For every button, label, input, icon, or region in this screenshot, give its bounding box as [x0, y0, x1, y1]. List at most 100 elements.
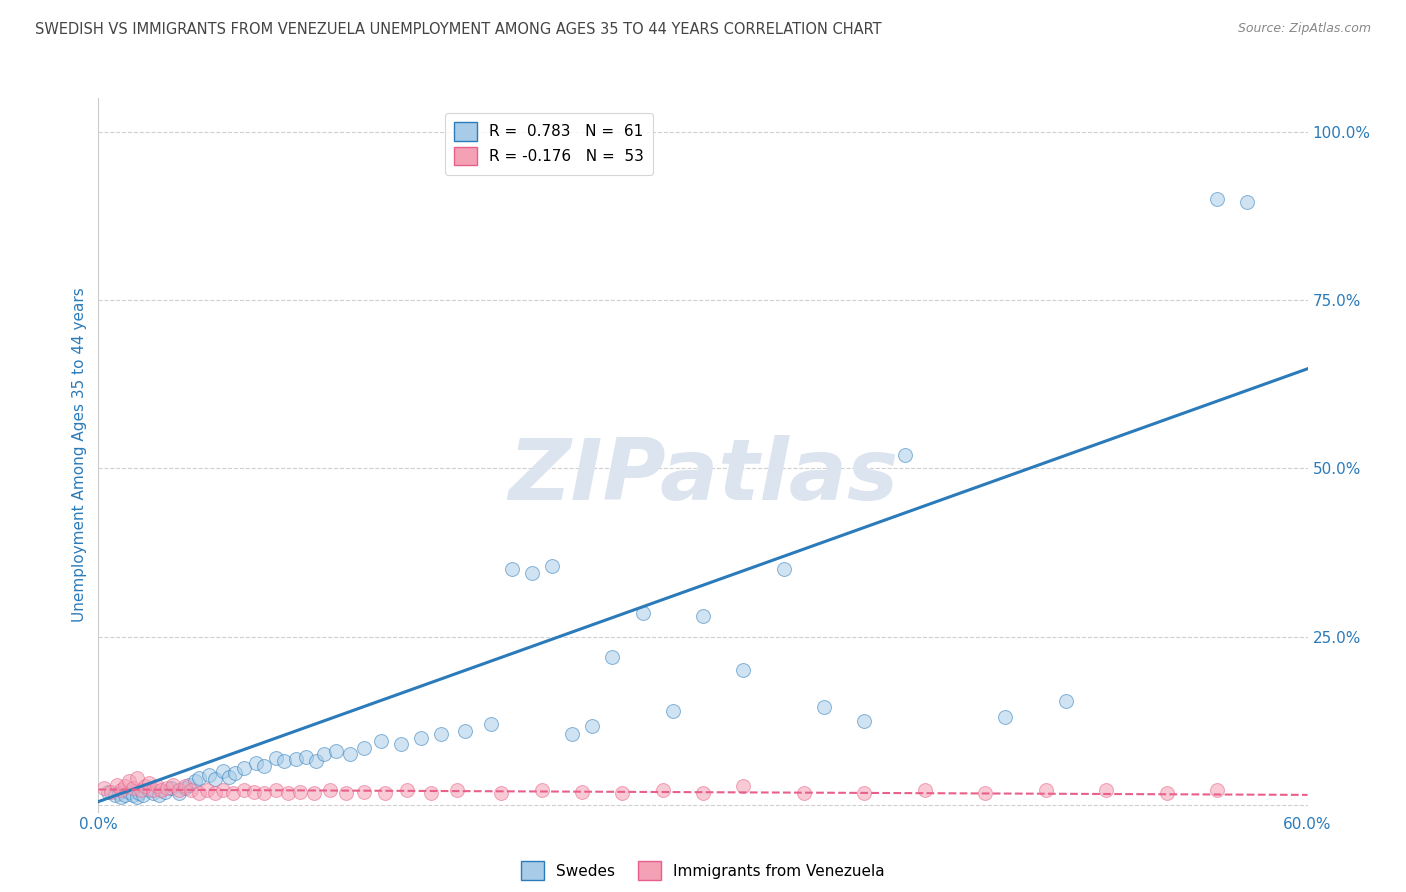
Point: [245, 756, 267, 771]
Point: [1054, 693, 1077, 707]
Point: [224, 765, 246, 780]
Point: [156, 781, 179, 796]
Point: [188, 771, 211, 785]
Point: [1156, 786, 1178, 800]
Point: [1035, 783, 1057, 797]
Point: [772, 562, 794, 576]
Point: [631, 606, 654, 620]
Point: [232, 761, 254, 775]
Point: [284, 752, 307, 766]
Point: [1236, 195, 1258, 210]
Point: [994, 710, 1017, 724]
Point: [198, 767, 221, 781]
Point: [146, 779, 169, 793]
Point: [409, 731, 432, 745]
Point: [195, 783, 218, 797]
Point: [314, 747, 336, 762]
Point: [121, 788, 143, 802]
Point: [204, 772, 226, 787]
Point: [212, 783, 235, 797]
Point: [138, 776, 160, 790]
Point: [138, 783, 160, 797]
Point: [180, 783, 202, 797]
Point: [374, 786, 396, 800]
Point: [212, 764, 235, 779]
Point: [581, 718, 603, 732]
Point: [395, 783, 418, 797]
Point: [692, 786, 714, 800]
Point: [110, 789, 132, 804]
Point: [160, 781, 183, 796]
Point: [134, 779, 156, 793]
Text: SWEDISH VS IMMIGRANTS FROM VENEZUELA UNEMPLOYMENT AMONG AGES 35 TO 44 YEARS CORR: SWEDISH VS IMMIGRANTS FROM VENEZUELA UNE…: [35, 22, 882, 37]
Point: [1206, 192, 1229, 206]
Point: [188, 786, 211, 800]
Point: [167, 786, 190, 800]
Point: [692, 609, 714, 624]
Point: [339, 747, 361, 762]
Point: [110, 783, 132, 797]
Point: [148, 788, 170, 802]
Point: [325, 744, 347, 758]
Point: [253, 759, 276, 773]
Point: [651, 783, 673, 797]
Point: [370, 734, 392, 748]
Point: [114, 788, 136, 802]
Point: [179, 778, 201, 792]
Point: [662, 704, 685, 718]
Point: [162, 778, 184, 792]
Point: [100, 784, 122, 798]
Point: [353, 784, 375, 798]
Point: [149, 783, 172, 797]
Point: [93, 781, 115, 796]
Point: [853, 786, 876, 800]
Point: [204, 786, 226, 800]
Point: [893, 448, 915, 462]
Point: [561, 727, 583, 741]
Point: [125, 789, 148, 804]
Point: [232, 783, 254, 797]
Point: [520, 566, 543, 580]
Point: [174, 781, 197, 796]
Point: [142, 786, 165, 800]
Y-axis label: Unemployment Among Ages 35 to 44 years: Unemployment Among Ages 35 to 44 years: [72, 287, 87, 623]
Point: [218, 770, 240, 784]
Point: [103, 788, 125, 802]
Point: [491, 786, 513, 800]
Point: [612, 786, 634, 800]
Point: [974, 786, 997, 800]
Point: [273, 754, 295, 768]
Point: [353, 740, 375, 755]
Point: [253, 786, 276, 800]
Point: [305, 754, 328, 768]
Point: [813, 700, 835, 714]
Text: ZIPatlas: ZIPatlas: [508, 434, 898, 518]
Point: [129, 783, 152, 797]
Point: [167, 783, 190, 797]
Point: [277, 786, 299, 800]
Text: Source: ZipAtlas.com: Source: ZipAtlas.com: [1237, 22, 1371, 36]
Point: [128, 786, 150, 800]
Point: [121, 781, 143, 796]
Point: [481, 717, 503, 731]
Point: [97, 784, 120, 798]
Point: [302, 786, 325, 800]
Point: [118, 774, 141, 789]
Point: [454, 723, 477, 738]
Point: [125, 771, 148, 785]
Point: [1206, 783, 1229, 797]
Point: [153, 784, 176, 798]
Point: [242, 784, 264, 798]
Point: [107, 786, 129, 800]
Point: [319, 783, 342, 797]
Point: [142, 783, 165, 797]
Point: [733, 779, 755, 793]
Point: [541, 559, 564, 574]
Point: [501, 562, 523, 576]
Point: [733, 664, 755, 678]
Point: [420, 786, 443, 800]
Point: [132, 788, 155, 802]
Point: [335, 786, 357, 800]
Point: [264, 783, 287, 797]
Point: [222, 786, 245, 800]
